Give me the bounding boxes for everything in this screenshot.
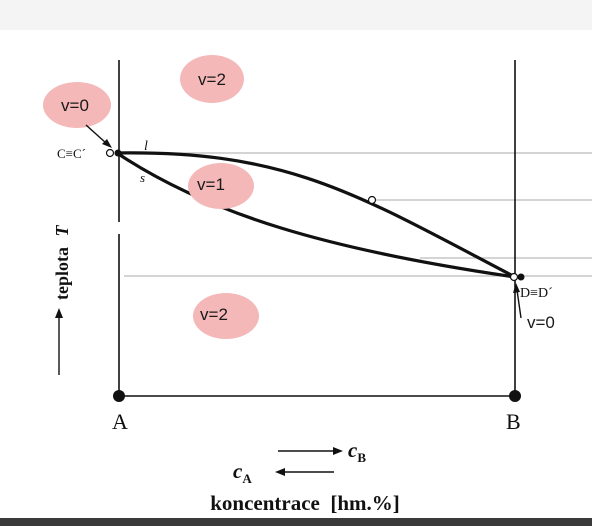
cb-subscript: B xyxy=(357,450,366,465)
liquidus-curve xyxy=(116,151,516,279)
y-axis-arrow-head xyxy=(55,308,63,318)
top-strip xyxy=(0,0,592,30)
point-annotation-left: v=0 xyxy=(61,96,89,115)
point-c-filled-marker xyxy=(114,149,122,157)
y-axis-symbol: T xyxy=(52,225,72,237)
region-label-bottom: v=2 xyxy=(200,305,228,324)
region-badge-bottom xyxy=(193,293,259,339)
y-axis-label-text: teplota xyxy=(52,247,72,300)
ca-arrow-head xyxy=(275,468,285,476)
point-b-marker xyxy=(509,390,521,402)
ca-symbol: c xyxy=(233,459,243,483)
y-axis-label: teplota T xyxy=(52,225,72,301)
cb-symbol: c xyxy=(348,438,358,462)
cb-label: cB xyxy=(348,438,366,465)
region-label-top: v=2 xyxy=(198,70,226,89)
arrow-right-annotation xyxy=(516,289,522,319)
svg-text:teplota T: teplota T xyxy=(52,225,72,301)
tie-point-marker xyxy=(367,195,377,205)
cb-arrow-head xyxy=(333,447,343,455)
ca-label: cA xyxy=(233,459,252,486)
arrow-left-annotation xyxy=(85,124,107,144)
bottom-strip xyxy=(0,518,592,526)
region-badge-top xyxy=(180,55,244,103)
region-label-middle: v=1 xyxy=(197,175,225,194)
label-liquidus: l xyxy=(144,139,148,154)
point-a-marker xyxy=(113,390,125,402)
region-badge-middle xyxy=(188,163,254,209)
label-point-b: B xyxy=(506,409,521,434)
arrow-head-right xyxy=(513,283,520,293)
ca-subscript: A xyxy=(242,471,252,486)
label-point-a: A xyxy=(112,409,128,434)
point-c-open-marker xyxy=(105,148,115,158)
point-annotation-right: v=0 xyxy=(527,313,555,332)
point-d-open-marker xyxy=(509,272,519,282)
arrow-head-left xyxy=(102,139,112,148)
point-annotation-badge-left xyxy=(43,82,111,128)
solidus-curve xyxy=(116,151,516,279)
label-solidus: s xyxy=(140,170,145,185)
label-point-d: D≡D´ xyxy=(520,286,553,301)
point-d-filled-marker xyxy=(517,273,525,281)
label-point-c: C≡C´ xyxy=(57,146,86,161)
x-axis-label: koncentrace [hm.%] xyxy=(210,491,400,515)
